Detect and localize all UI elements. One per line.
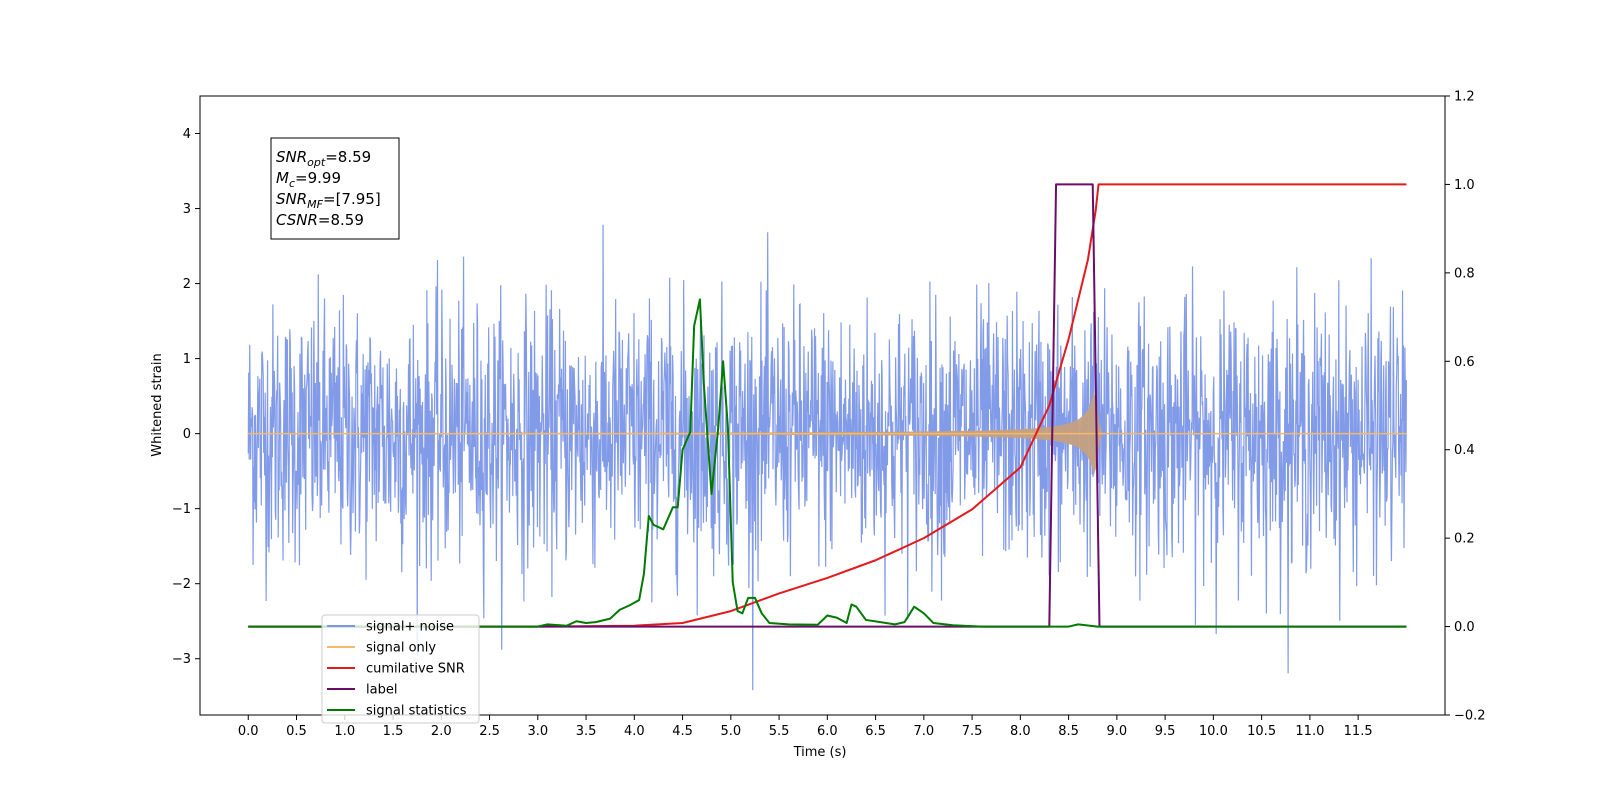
x-tick-label: 11.0: [1295, 724, 1324, 739]
y2-tick-label: 0.2: [1454, 532, 1475, 547]
series-signal-noise: [247, 224, 1408, 691]
y-tick-label: 4: [183, 127, 191, 142]
legend-entry: signal only: [366, 641, 436, 656]
x-tick-label: 0.5: [286, 724, 307, 739]
annotation-frame: [270, 137, 400, 240]
y-tick-label: −3: [172, 652, 191, 667]
legend-entry: label: [366, 683, 397, 698]
x-tick-label: 4.0: [624, 724, 645, 739]
series-signal-statistics: [248, 298, 1407, 628]
y-tick-label: −1: [172, 502, 191, 517]
x-tick-label: 10.5: [1247, 724, 1276, 739]
annotation-line: Mc=9.99: [276, 169, 341, 190]
series-group: [247, 183, 1408, 691]
y-tick-label: 1: [183, 352, 191, 367]
x-tick-label: 4.5: [672, 724, 693, 739]
series-layer: [247, 183, 1408, 691]
x-tick-label: 2.5: [479, 724, 500, 739]
x-tick-label: 9.0: [1107, 724, 1128, 739]
legend-entry: signal+ noise: [366, 620, 454, 635]
x-tick-label: 2.0: [431, 724, 452, 739]
y-tick-label: 3: [183, 202, 191, 217]
y-axis-left: 4 3 2 1 0 −1 −2 −3: [172, 127, 200, 667]
x-axis: 0.0 0.5 1.0 1.5 2.0 2.5 3.0 3.5 4.0 4.5 5.0 5.5 6.0 6…: [238, 715, 1373, 739]
y2-tick-label: 0.8: [1454, 266, 1475, 281]
x-tick-label: 5.0: [720, 724, 741, 739]
y-axis-label: Whitened strain: [150, 353, 165, 456]
x-tick-label: 10.0: [1199, 724, 1228, 739]
x-tick-label: 0.0: [238, 724, 259, 739]
x-axis-label: Time (s): [793, 745, 847, 760]
x-tick-label: 7.0: [913, 724, 934, 739]
y2-tick-label: −0.2: [1454, 709, 1486, 724]
annotation-line: SNRopt=8.59: [276, 148, 371, 169]
series-cumilative-snr: [248, 183, 1407, 628]
legend-frame: [321, 614, 480, 724]
annotation-line: CSNR=8.59: [276, 211, 364, 229]
legend-entry: signal statistics: [366, 704, 467, 719]
plot-area-frame: [199, 95, 1446, 716]
x-tick-label: 8.0: [1010, 724, 1031, 739]
x-tick-label: 8.5: [1058, 724, 1079, 739]
x-tick-label: 7.5: [962, 724, 983, 739]
y2-tick-label: 1.2: [1454, 90, 1475, 105]
y2-tick-label: 0.4: [1454, 443, 1475, 458]
x-tick-label: 1.5: [383, 724, 404, 739]
y-tick-label: 0: [183, 427, 191, 442]
y2-tick-label: 0.6: [1454, 355, 1475, 370]
x-tick-label: 1.0: [334, 724, 355, 739]
x-tick-label: 5.5: [769, 724, 790, 739]
y-axis-right: 1.2 1.0 0.8 0.6 0.4 0.2 0.0 −0.2: [1445, 90, 1486, 724]
y2-tick-label: 1.0: [1454, 178, 1475, 193]
y2-tick-label: 0.0: [1454, 620, 1475, 635]
x-tick-label: 6.5: [865, 724, 886, 739]
y-tick-label: −2: [172, 577, 191, 592]
legend-entry: cumilative SNR: [366, 662, 465, 677]
y-tick-label: 2: [183, 277, 191, 292]
annotation-line: SNRMF=[7.95]: [276, 190, 381, 211]
x-tick-label: 3.5: [576, 724, 597, 739]
x-tick-label: 9.5: [1155, 724, 1176, 739]
x-tick-label: 6.0: [817, 724, 838, 739]
x-tick-label: 11.5: [1344, 724, 1373, 739]
legend: signal+ noise signal only cumilative SNR la…: [321, 614, 480, 724]
x-tick-label: 3.0: [527, 724, 548, 739]
